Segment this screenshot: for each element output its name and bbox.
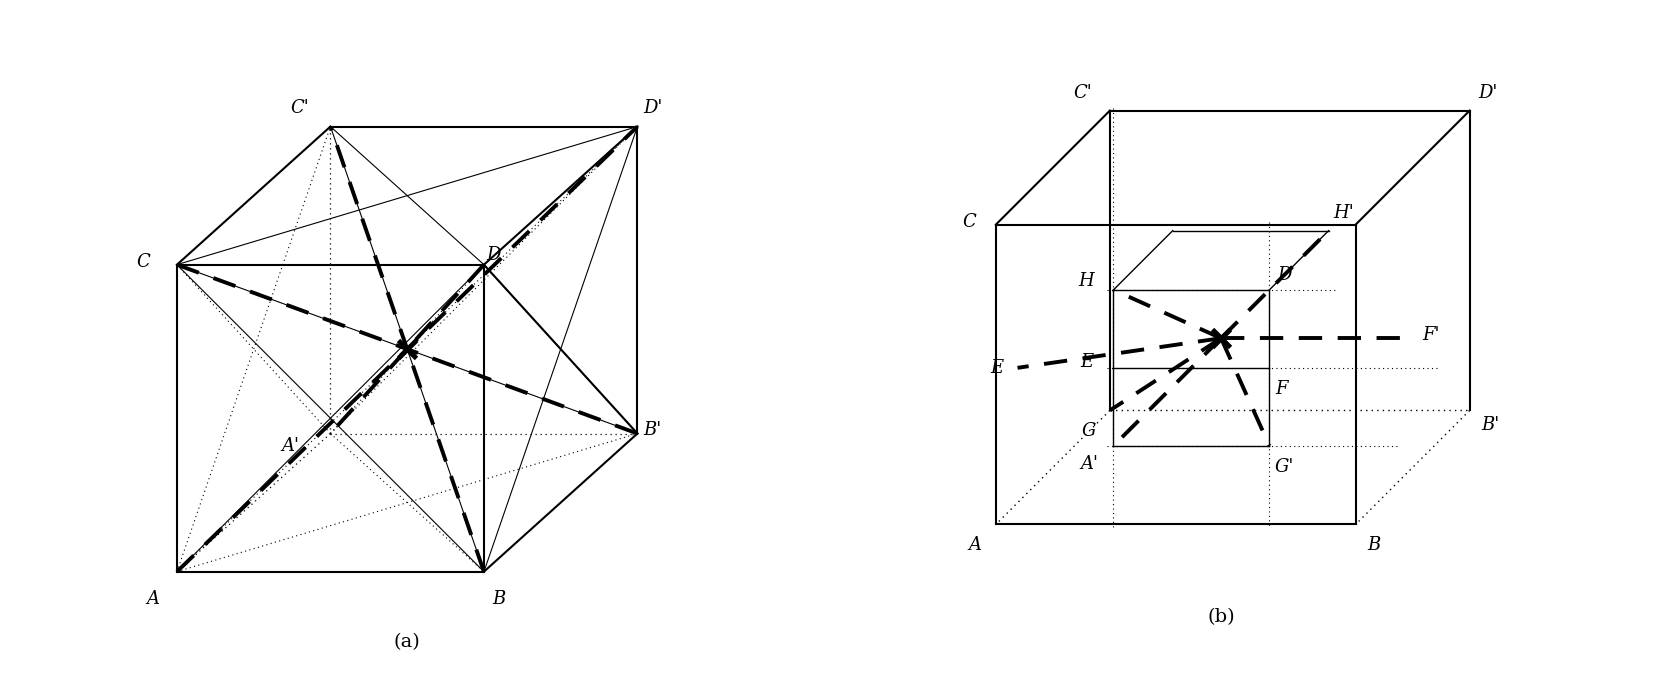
Text: G': G'	[1275, 457, 1295, 476]
Text: G: G	[1082, 422, 1095, 440]
Text: C': C'	[291, 99, 309, 117]
Text: E: E	[1080, 353, 1094, 371]
Text: H': H'	[1333, 204, 1355, 222]
Text: B: B	[492, 590, 505, 608]
Text: A': A'	[281, 437, 299, 455]
Text: D: D	[485, 247, 500, 265]
Text: D: D	[1276, 266, 1291, 284]
Text: F: F	[1275, 380, 1288, 398]
Text: B': B'	[1481, 416, 1499, 435]
Text: (b): (b)	[1207, 608, 1235, 626]
Text: H: H	[1079, 272, 1094, 290]
Text: C: C	[136, 253, 150, 271]
Text: E: E	[991, 359, 1004, 377]
Text: A: A	[146, 590, 160, 608]
Text: A': A'	[1080, 455, 1099, 473]
Text: B': B'	[643, 422, 661, 440]
Text: D': D'	[1478, 83, 1497, 102]
Text: B: B	[1368, 536, 1379, 555]
Text: F': F'	[1423, 326, 1439, 344]
Text: D': D'	[643, 99, 663, 117]
Text: (a): (a)	[394, 633, 420, 651]
Text: C: C	[962, 213, 976, 231]
Text: A: A	[969, 536, 981, 555]
Text: C': C'	[1074, 83, 1092, 102]
